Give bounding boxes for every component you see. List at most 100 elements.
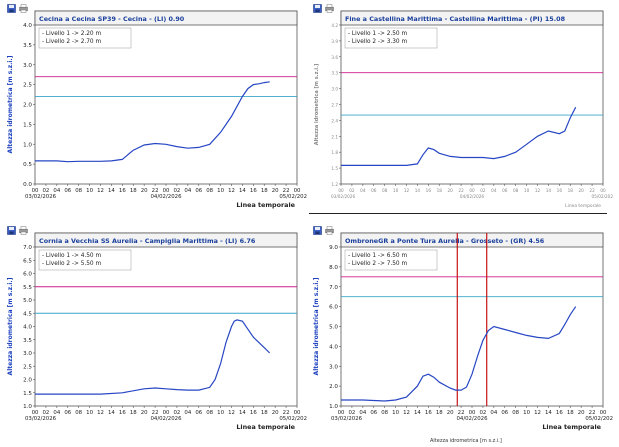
y-tick-label: 0.0 — [23, 182, 32, 188]
x-tick-label: 04 — [491, 188, 497, 193]
x-tick-label: 04 — [359, 410, 366, 416]
chart-title: OmbroneGR a Ponte Tura Aurelia - Grosset… — [345, 237, 545, 245]
x-tick-label: 10 — [392, 410, 399, 416]
x-tick-label: 14 — [545, 410, 552, 416]
x-tick-label: 02 — [479, 410, 486, 416]
print-icon[interactable] — [19, 226, 28, 235]
x-tick-label: 10 — [86, 188, 93, 194]
x-tick-label: 22 — [152, 410, 159, 416]
date-left: 03/02/2026 — [331, 416, 363, 422]
date-mid: 04/02/2026 — [456, 416, 488, 422]
chart-title: Fine a Castellina Marittima - Castellina… — [345, 15, 566, 23]
date-left: 03/02/2026 — [331, 194, 355, 199]
x-tick-label: 00 — [294, 410, 301, 416]
save-icon[interactable] — [313, 4, 322, 13]
y-axis-title: Altezza idrometrica [m s.z.i.] — [314, 64, 320, 146]
x-tick-label: 22 — [458, 188, 464, 193]
x-tick-label: 08 — [382, 188, 388, 193]
x-tick-label: 18 — [261, 188, 268, 194]
x-tick-label: 12 — [535, 188, 541, 193]
chart-svg-cecina: Cecina a Cecina SP39 - Cecina - (LI) 0.9… — [7, 10, 307, 209]
save-icon[interactable] — [313, 226, 322, 235]
chart-svg-fine: Fine a Castellina Marittima - Castellina… — [314, 10, 613, 209]
x-tick-label: 22 — [283, 410, 290, 416]
y-tick-label: 6.5 — [23, 258, 32, 264]
print-icon[interactable] — [325, 226, 334, 235]
x-tick-label: 20 — [141, 410, 148, 416]
x-tick-label: 00 — [32, 410, 39, 416]
x-tick-label: 10 — [217, 410, 224, 416]
legend-entry: - Livello 1 -> 4.50 m — [42, 253, 101, 259]
date-mid: 04/02/2026 — [150, 194, 182, 200]
x-tick-label: 18 — [568, 188, 574, 193]
x-tick-label: 02 — [348, 410, 355, 416]
y-tick-label: 4.0 — [329, 344, 338, 350]
date-mid: 04/02/2026 — [150, 416, 182, 422]
y-tick-label: 2.0 — [329, 384, 338, 390]
chart-svg-ombrone: OmbroneGR a Ponte Tura Aurelia - Grosset… — [313, 232, 613, 431]
chart-title-bar — [340, 232, 604, 248]
x-tick-label: 06 — [502, 188, 508, 193]
x-tick-label: 20 — [447, 188, 453, 193]
chart-title-bar — [34, 232, 298, 248]
y-axis-title: Altezza idrometrica [m s.z.i.] — [7, 277, 14, 375]
y-tick-label: 1.5 — [23, 122, 32, 128]
y-tick-label: 5.0 — [23, 298, 32, 304]
panel-toolbar — [7, 226, 37, 236]
x-tick-label: 00 — [32, 188, 39, 194]
date-mid: 04/02/2026 — [460, 194, 484, 199]
x-tick-label: 10 — [217, 188, 224, 194]
y-tick-label: 9.0 — [329, 245, 338, 251]
legend-entry: - Livello 1 -> 6.50 m — [348, 253, 407, 259]
x-tick-label: 02 — [173, 188, 180, 194]
x-tick-label: 00 — [338, 188, 344, 193]
y-tick-label: 1.0 — [329, 404, 338, 410]
x-tick-label: 00 — [600, 188, 606, 193]
y-tick-label: 3.0 — [23, 351, 32, 357]
y-tick-label: 7.0 — [23, 245, 32, 251]
x-tick-label: 16 — [250, 188, 257, 194]
x-tick-label: 06 — [64, 188, 71, 194]
panel-toolbar — [313, 226, 343, 236]
y-tick-label: 3.0 — [331, 87, 338, 92]
x-tick-label: 08 — [512, 410, 519, 416]
x-tick-label: 04 — [184, 188, 191, 194]
y-tick-label: 5.0 — [329, 325, 338, 331]
legend-entry: - Livello 1 -> 2.50 m — [348, 31, 407, 37]
chart-panel-fine: Fine a Castellina Marittima - Castellina… — [310, 2, 613, 217]
y-tick-label: 1.0 — [23, 142, 32, 148]
chart-panel-cecina: Cecina a Cecina SP39 - Cecina - (LI) 0.9… — [4, 2, 307, 217]
print-icon[interactable] — [19, 4, 28, 13]
x-tick-label: 18 — [130, 188, 137, 194]
separator-line — [309, 213, 607, 214]
y-tick-label: 2.5 — [23, 83, 32, 89]
x-tick-label: 04 — [184, 410, 191, 416]
x-tick-label: 14 — [415, 188, 421, 193]
footer-note: Altezza idrometrica [m s.z.i.] — [430, 438, 502, 444]
chart-title-bar — [340, 10, 604, 26]
x-tick-label: 14 — [546, 188, 552, 193]
save-icon[interactable] — [7, 4, 16, 13]
x-tick-label: 04 — [360, 188, 366, 193]
chart-title: Cornia a Vecchia SS Aurelia - Campiglia … — [39, 237, 256, 245]
save-icon[interactable] — [7, 226, 16, 235]
x-tick-label: 22 — [283, 188, 290, 194]
legend-box — [344, 27, 438, 49]
y-tick-label: 2.0 — [23, 103, 32, 109]
x-tick-label: 14 — [239, 410, 246, 416]
chart-panel-ombrone: OmbroneGR a Ponte Tura Aurelia - Grosset… — [310, 224, 613, 439]
x-tick-label: 04 — [53, 410, 60, 416]
y-tick-label: 2.0 — [23, 378, 32, 384]
x-tick-label: 06 — [195, 410, 202, 416]
y-tick-label: 3.0 — [23, 63, 32, 69]
y-axis-title: Altezza idrometrica [m s.z.i.] — [313, 277, 320, 375]
print-icon[interactable] — [325, 4, 334, 13]
x-axis-title: Linea temporale — [542, 423, 601, 431]
legend-box — [38, 27, 132, 49]
x-tick-label: 08 — [75, 410, 82, 416]
x-axis-title: Linea temporale — [236, 201, 295, 209]
x-tick-label: 10 — [523, 410, 530, 416]
date-right: 05/02/202 — [279, 416, 307, 422]
x-tick-label: 08 — [513, 188, 519, 193]
y-tick-label: 8.0 — [329, 265, 338, 271]
